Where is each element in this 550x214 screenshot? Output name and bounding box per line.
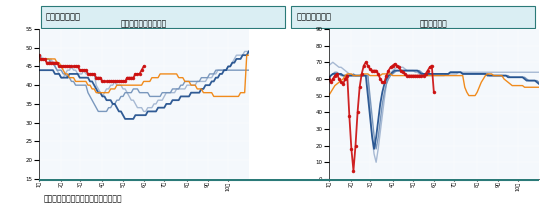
Bar — [41, 6, 285, 28]
Title: 山东全钢胎库存（天）: 山东全钢胎库存（天） — [120, 19, 167, 28]
Title: 全钢胎开工率: 全钢胎开工率 — [420, 19, 448, 28]
Text: 资料来源：隆众资讯、新湖期货研究所: 资料来源：隆众资讯、新湖期货研究所 — [43, 195, 122, 204]
Text: 图：全钢胎库存: 图：全钢胎库存 — [46, 12, 81, 21]
Bar — [292, 6, 536, 28]
Text: 图：全钢胎开工: 图：全钢胎开工 — [296, 12, 331, 21]
